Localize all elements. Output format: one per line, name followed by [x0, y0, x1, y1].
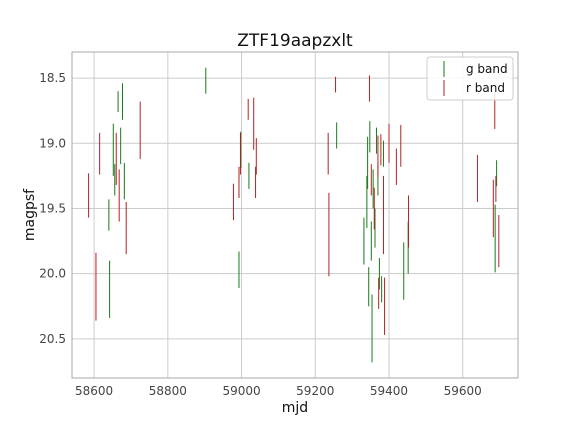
chart-title: ZTF19aapzxlt — [237, 31, 353, 51]
x-tick-label: 58600 — [75, 384, 113, 398]
x-tick-label: 59000 — [222, 384, 260, 398]
x-tick-label: 59600 — [444, 384, 482, 398]
legend: g band r band — [427, 57, 513, 100]
x-tick-label: 59200 — [296, 384, 334, 398]
y-tick-label: 20.0 — [39, 267, 66, 281]
y-tick-label: 18.5 — [39, 71, 66, 85]
legend-g-band-label: g band — [466, 62, 508, 76]
y-tick-label: 19.5 — [39, 201, 66, 215]
y-tick-label: 20.5 — [39, 332, 66, 346]
x-tick-label: 58800 — [149, 384, 187, 398]
y-tick-label: 19.0 — [39, 136, 66, 150]
legend-r-band-label: r band — [466, 81, 505, 95]
x-tick-label: 59400 — [370, 384, 408, 398]
x-axis-label: mjd — [282, 400, 308, 416]
y-axis-label: magpsf — [22, 188, 38, 241]
